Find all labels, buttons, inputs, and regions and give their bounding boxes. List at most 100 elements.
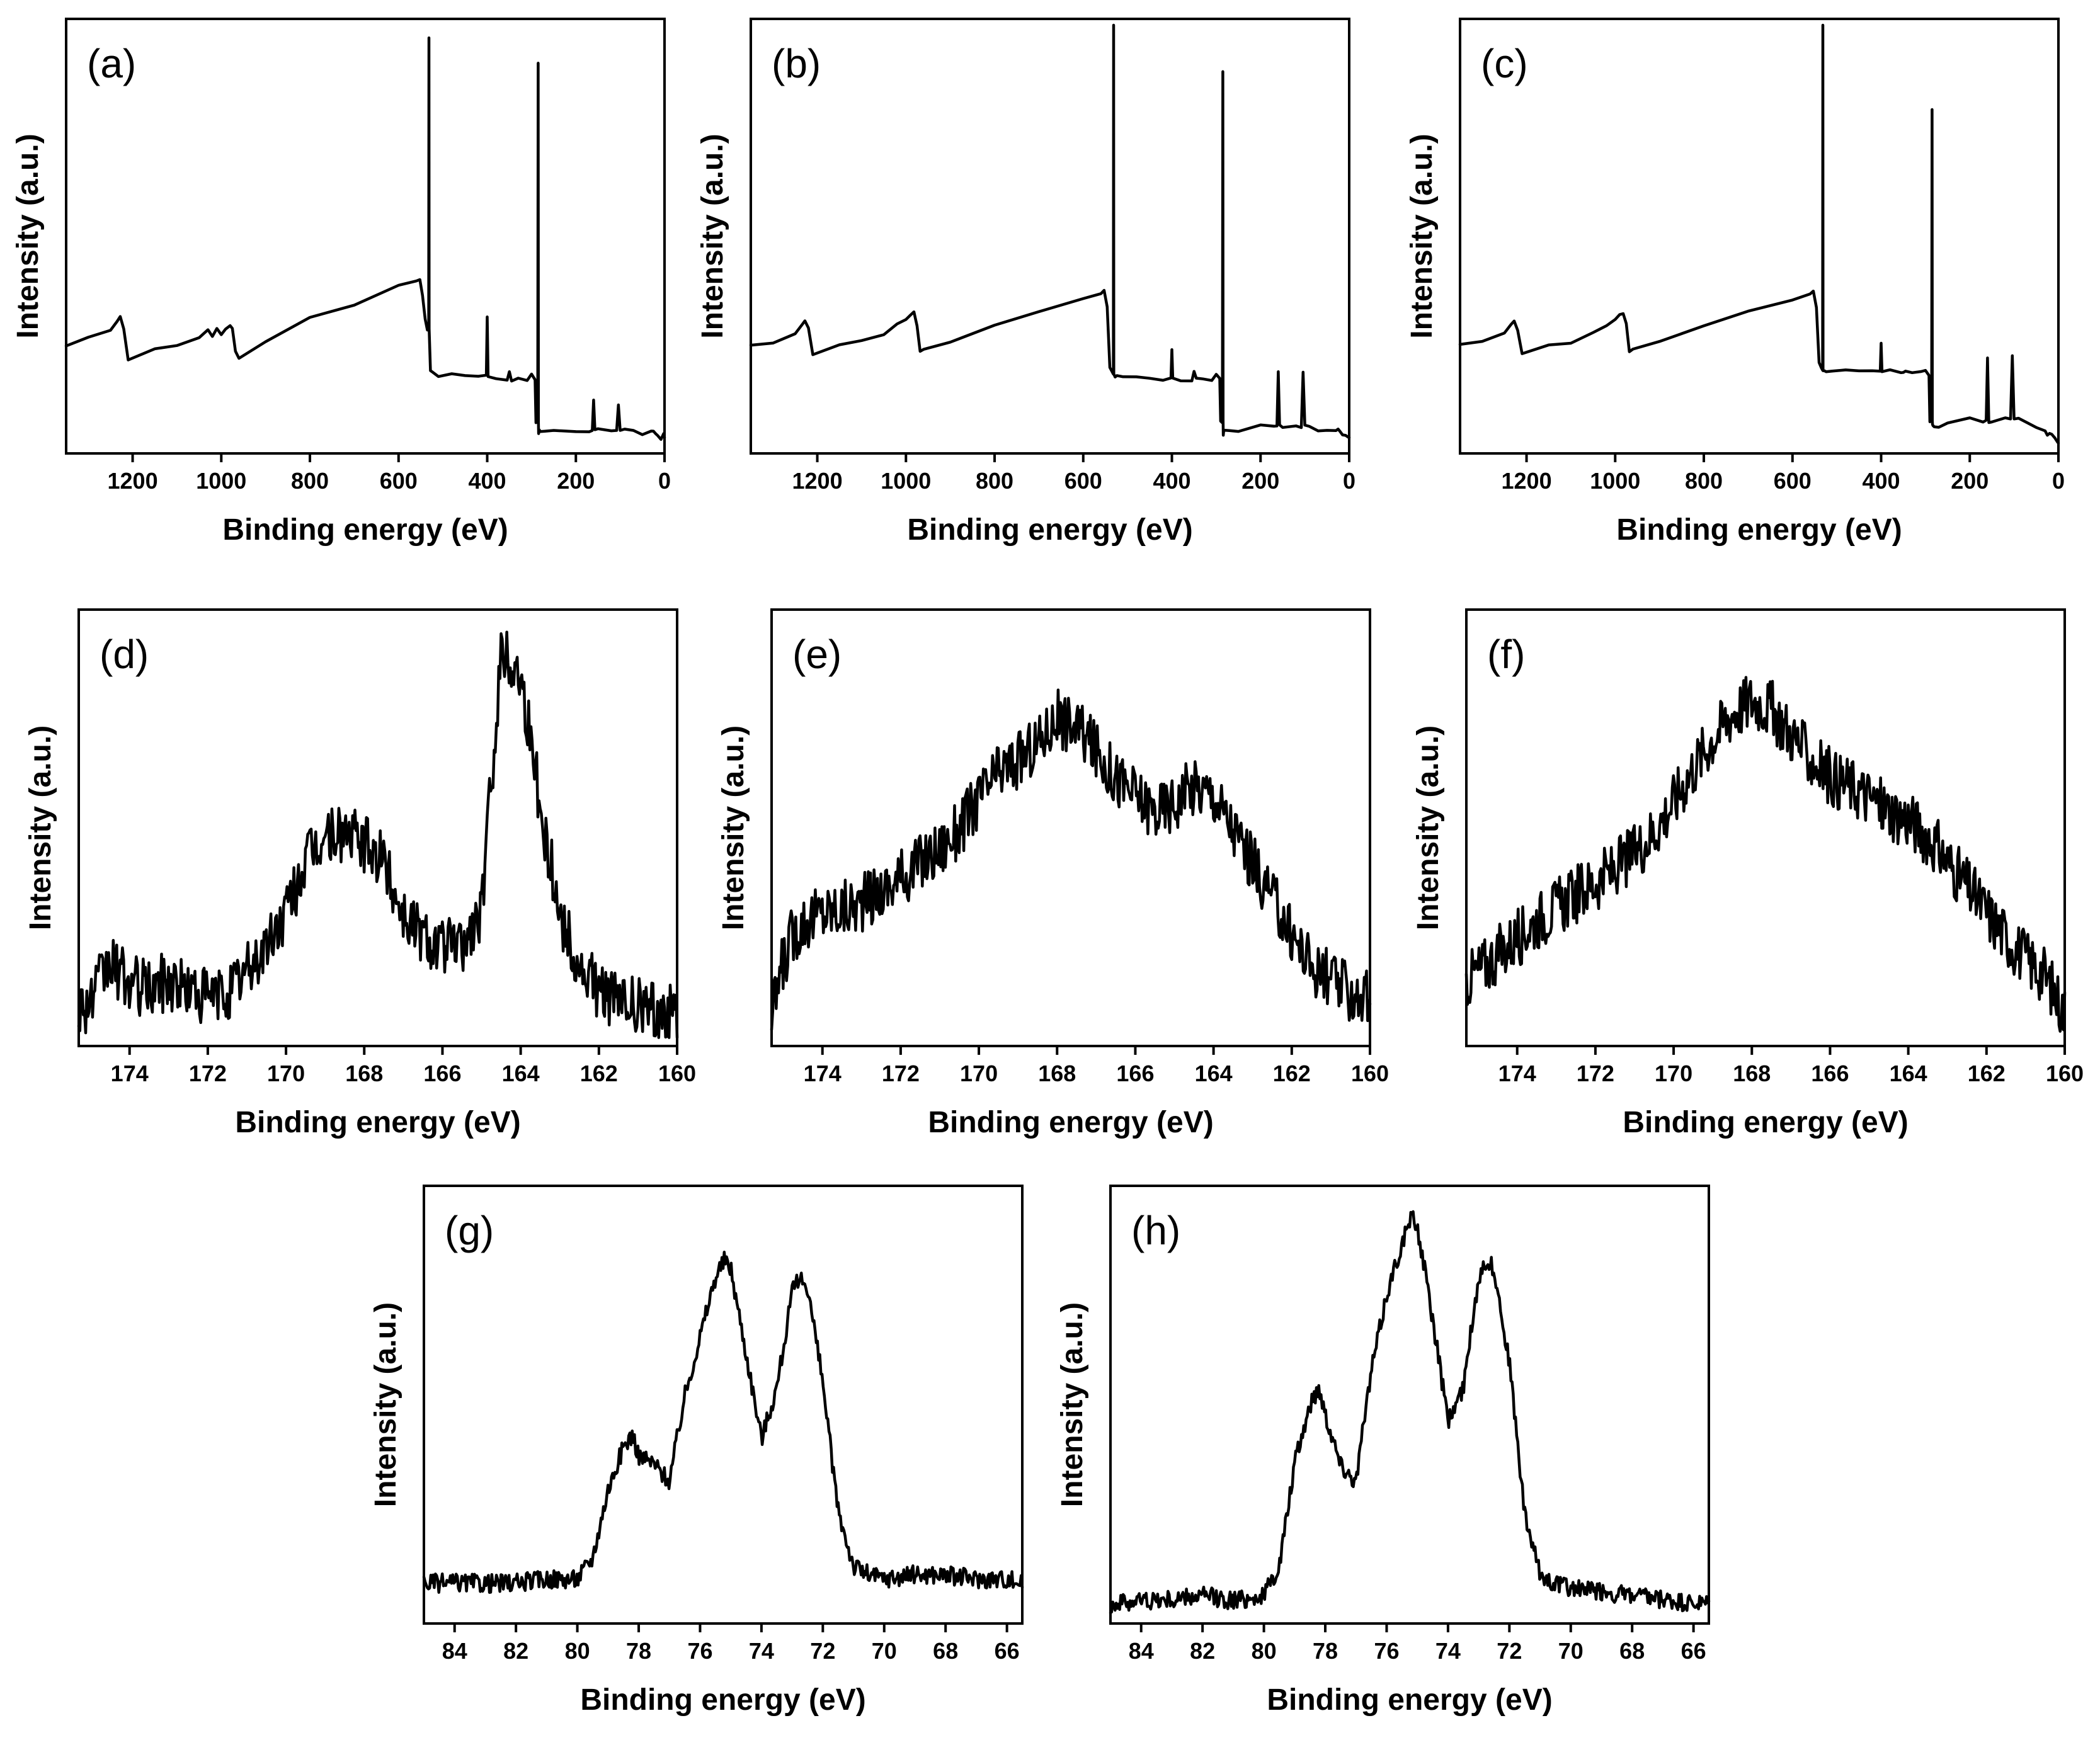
x-tick-label-f-1: 172 xyxy=(1577,1060,1614,1086)
x-tick-label-a-1: 1000 xyxy=(196,468,246,494)
x-axis-title-e: Binding energy (eV) xyxy=(928,1106,1213,1139)
x-tick-label-c-5: 200 xyxy=(1951,468,1989,494)
x-tick-label-e-3: 168 xyxy=(1038,1060,1076,1086)
x-tick-label-h-6: 72 xyxy=(1497,1638,1522,1664)
x-tick-label-f-5: 164 xyxy=(1890,1060,1927,1086)
x-tick-label-e-6: 162 xyxy=(1273,1060,1311,1086)
plot-frame-h xyxy=(1109,1185,1710,1625)
x-tick-label-f-4: 166 xyxy=(1811,1060,1849,1086)
x-tick-label-c-2: 800 xyxy=(1685,468,1723,494)
panel-label-c: (c) xyxy=(1481,41,1528,86)
x-tick-label-b-5: 200 xyxy=(1241,468,1279,494)
panel-label-e: (e) xyxy=(792,632,842,677)
x-tick-label-d-3: 168 xyxy=(345,1060,383,1086)
x-tick-label-g-1: 82 xyxy=(503,1638,528,1664)
panel-f: 174 172 170 168 166 164 162 160 Binding energy (… xyxy=(1412,608,2084,1139)
x-tick-label-h-7: 70 xyxy=(1558,1638,1584,1664)
x-tick-label-c-6: 0 xyxy=(2052,468,2065,494)
spectrum-line-g xyxy=(422,1251,1024,1594)
x-tick-label-a-2: 800 xyxy=(291,468,329,494)
spectrum-line-c xyxy=(1458,23,2060,445)
plot-frame-g xyxy=(423,1185,1024,1625)
spectrum-line-a xyxy=(64,36,666,441)
x-tick-label-a-3: 600 xyxy=(380,468,418,494)
y-axis-title-d: Intensity (a.u.) xyxy=(24,725,57,930)
x-tick-label-d-5: 164 xyxy=(502,1060,540,1086)
panel-label-f: (f) xyxy=(1487,632,1525,677)
x-axis-title-f: Binding energy (eV) xyxy=(1623,1106,1908,1139)
x-tick-label-g-9: 66 xyxy=(995,1638,1020,1664)
plot-frame-f xyxy=(1465,608,2066,1047)
x-tick-label-d-2: 170 xyxy=(267,1060,305,1086)
x-axis-title-b: Binding energy (eV) xyxy=(907,513,1192,547)
x-tick-label-b-0: 1200 xyxy=(792,468,843,494)
panel-d: 174 172 170 168 166 164 162 160 Binding energy (… xyxy=(24,608,696,1139)
y-axis-title-g: Intensity (a.u.) xyxy=(369,1302,402,1507)
x-tick-label-b-6: 0 xyxy=(1343,468,1355,494)
x-tick-label-f-6: 162 xyxy=(1968,1060,2006,1086)
x-tick-label-h-4: 76 xyxy=(1374,1638,1399,1664)
x-tick-label-h-0: 84 xyxy=(1129,1638,1154,1664)
x-tick-label-h-5: 74 xyxy=(1435,1638,1461,1664)
x-tick-label-d-1: 172 xyxy=(189,1060,227,1086)
x-tick-label-c-4: 400 xyxy=(1862,468,1900,494)
x-tick-label-e-4: 166 xyxy=(1116,1060,1154,1086)
x-tick-label-a-0: 1200 xyxy=(108,468,158,494)
y-axis-title-a: Intensity (a.u.) xyxy=(11,134,45,338)
x-tick-label-e-1: 172 xyxy=(882,1060,920,1086)
x-tick-label-c-3: 600 xyxy=(1774,468,1812,494)
x-tick-label-b-3: 600 xyxy=(1064,468,1102,494)
y-axis-title-f: Intensity (a.u.) xyxy=(1412,725,1445,930)
x-tick-label-d-0: 174 xyxy=(111,1060,149,1086)
x-tick-label-g-5: 74 xyxy=(749,1638,774,1664)
x-axis-title-a: Binding energy (eV) xyxy=(222,513,508,547)
x-tick-label-d-7: 160 xyxy=(658,1060,696,1086)
x-tick-label-f-3: 168 xyxy=(1733,1060,1771,1086)
x-tick-label-a-5: 200 xyxy=(557,468,595,494)
x-tick-label-a-4: 400 xyxy=(468,468,506,494)
x-axis-title-c: Binding energy (eV) xyxy=(1616,513,1902,547)
x-tick-label-f-2: 170 xyxy=(1655,1060,1692,1086)
x-tick-label-b-4: 400 xyxy=(1153,468,1190,494)
x-tick-label-d-6: 162 xyxy=(580,1060,618,1086)
x-tick-label-h-8: 68 xyxy=(1619,1638,1645,1664)
x-tick-label-g-3: 78 xyxy=(626,1638,651,1664)
plot-frame-c xyxy=(1459,18,2060,455)
y-axis-title-c: Intensity (a.u.) xyxy=(1405,134,1439,338)
x-tick-label-g-4: 76 xyxy=(687,1638,712,1664)
x-tick-label-g-2: 80 xyxy=(565,1638,590,1664)
spectrum-line-f xyxy=(1464,676,2067,1033)
panel-h: 84 82 80 78 76 74 72 70 68 66 Binding energy (eV) I… xyxy=(1056,1185,1711,1717)
x-tick-label-g-6: 72 xyxy=(810,1638,835,1664)
x-tick-label-e-5: 164 xyxy=(1195,1060,1233,1086)
y-axis-title-b: Intensity (a.u.) xyxy=(696,134,729,338)
spectrum-line-b xyxy=(749,23,1351,439)
panel-c: 1200 1000 800 600 400 200 0 Binding energy (eV)… xyxy=(1405,18,2065,547)
x-tick-label-e-2: 170 xyxy=(960,1060,998,1086)
spectrum-line-h xyxy=(1109,1210,1711,1615)
x-tick-label-g-8: 68 xyxy=(933,1638,958,1664)
panel-b: 1200 1000 800 600 400 200 0 Binding energy (eV)… xyxy=(696,18,1355,547)
x-tick-label-f-7: 160 xyxy=(2046,1060,2084,1086)
panel-label-g: (g) xyxy=(445,1208,494,1253)
y-axis-title-h: Intensity (a.u.) xyxy=(1056,1302,1089,1507)
spectrum-line-d xyxy=(77,630,679,1039)
x-tick-label-b-2: 800 xyxy=(976,468,1013,494)
plot-frame-b xyxy=(750,18,1350,455)
x-tick-label-h-1: 82 xyxy=(1190,1638,1215,1664)
x-tick-label-h-2: 80 xyxy=(1252,1638,1277,1664)
panel-label-a: (a) xyxy=(87,41,136,86)
x-axis-title-h: Binding energy (eV) xyxy=(1267,1683,1552,1717)
panel-a: 1200 1000 800 600 400 200 0 Binding energy (eV)… xyxy=(11,18,671,547)
x-axis-title-d: Binding energy (eV) xyxy=(235,1106,520,1139)
x-tick-label-a-6: 0 xyxy=(658,468,671,494)
spectrum-line-e xyxy=(770,688,1372,1032)
x-tick-label-h-3: 78 xyxy=(1313,1638,1338,1664)
x-axis-title-g: Binding energy (eV) xyxy=(580,1683,865,1717)
x-tick-label-d-4: 166 xyxy=(423,1060,461,1086)
x-tick-label-b-1: 1000 xyxy=(881,468,931,494)
panel-label-h: (h) xyxy=(1131,1208,1180,1253)
x-tick-label-g-7: 70 xyxy=(872,1638,897,1664)
x-tick-label-c-1: 1000 xyxy=(1590,468,1640,494)
